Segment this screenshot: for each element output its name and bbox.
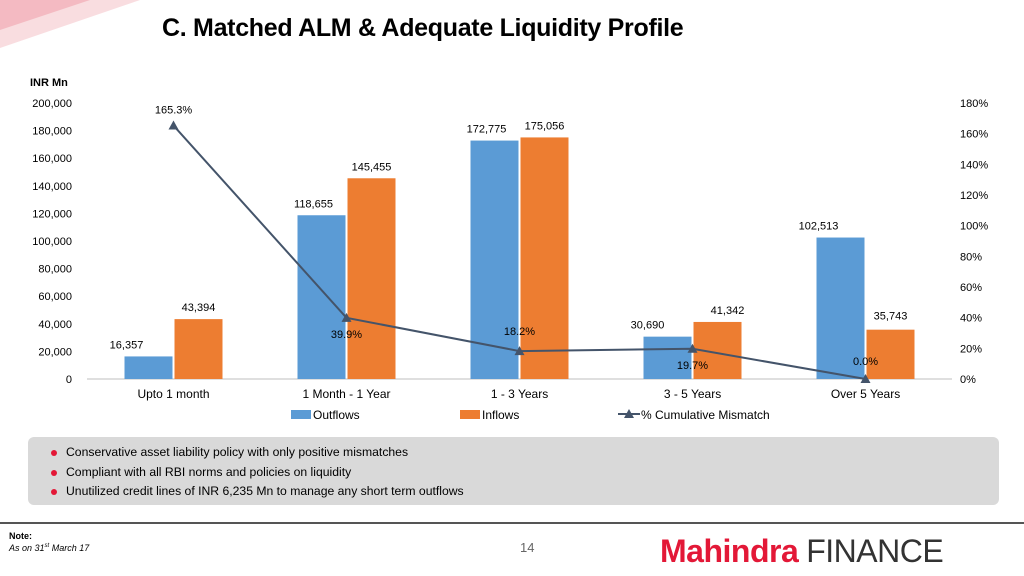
outflow-bar: [816, 237, 865, 379]
mismatch-point: [687, 343, 698, 353]
bullet-dot-icon: [51, 489, 57, 495]
inflow-bar: [866, 329, 915, 379]
y-right-tick-label: 140%: [960, 159, 988, 171]
y-right-tick-label: 120%: [960, 190, 988, 202]
y-left-tick-label: 180,000: [32, 126, 72, 138]
y-left-tick-label: 40,000: [38, 319, 72, 331]
legend-inflows-label: Inflows: [482, 408, 519, 422]
mismatch-data-label: 39.9%: [331, 329, 362, 341]
inflow-bar: [347, 178, 396, 379]
y-right-tick-label: 160%: [960, 129, 988, 141]
y-right-tick-label: 20%: [960, 343, 982, 355]
mismatch-point: [514, 346, 525, 356]
y-right-tick-label: 80%: [960, 251, 982, 263]
y-right-tick-label: 100%: [960, 221, 988, 233]
bullet-dot-icon: [51, 450, 57, 456]
key-point: Conservative asset liability policy with…: [51, 443, 999, 463]
note-label: Note:: [9, 531, 32, 541]
inflow-bar: [520, 137, 569, 379]
key-points-list: Conservative asset liability policy with…: [51, 443, 999, 502]
brand-logo-finance: FINANCE: [806, 533, 944, 569]
x-category-label: 1 - 3 Years: [491, 387, 548, 401]
outflow-data-label: 172,775: [467, 124, 507, 136]
y-left-tick-label: 200,000: [32, 98, 72, 110]
inflow-data-label: 145,455: [352, 161, 392, 173]
legend-line-label: % Cumulative Mismatch: [641, 408, 770, 422]
key-points-box: Conservative asset liability policy with…: [28, 437, 999, 505]
bullet-dot-icon: [51, 469, 57, 476]
legend-line-marker-icon: [624, 409, 634, 418]
key-point-text: Unutilized credit lines of INR 6,235 Mn …: [66, 484, 464, 498]
page-number: 14: [520, 540, 535, 555]
inflow-data-label: 35,743: [874, 311, 908, 323]
x-category-label: 3 - 5 Years: [664, 387, 721, 401]
mismatch-line: [172, 124, 866, 380]
outflow-bar: [297, 215, 346, 379]
x-category-label: Over 5 Years: [831, 387, 900, 401]
mismatch-point: [341, 312, 352, 322]
legend-outflows-label: Outflows: [313, 408, 360, 422]
y-left-tick-label: 0: [66, 374, 72, 386]
key-point-text: Compliant with all RBI norms and policie…: [66, 464, 352, 479]
outflow-data-label: 30,690: [631, 320, 665, 332]
outflow-data-label: 16,357: [110, 339, 144, 351]
outflow-data-label: 102,513: [799, 221, 839, 233]
slide-title: C. Matched ALM & Adequate Liquidity Prof…: [162, 14, 684, 42]
key-point: Compliant with all RBI norms and policie…: [51, 463, 999, 483]
y-left-tick-label: 80,000: [38, 264, 72, 276]
corner-decoration: [0, 0, 140, 48]
key-point-text: Conservative asset liability policy with…: [66, 445, 409, 459]
footer-divider: [0, 522, 1024, 524]
y-axis-unit-label: INR Mn: [30, 77, 68, 89]
alm-chart: INR Mn 0 20,000 40,000 60,000 80,000 100,000 12…: [30, 77, 988, 422]
x-category-label: Upto 1 month: [137, 387, 209, 401]
y-left-tick-label: 160,000: [32, 153, 72, 165]
mismatch-data-label: 0.0%: [853, 356, 878, 368]
outflow-bar: [124, 356, 173, 379]
brand-logo-mahindra: Mahindra: [660, 533, 799, 569]
mismatch-point: [168, 120, 179, 130]
legend-outflows-swatch: [291, 410, 311, 419]
inflow-data-label: 43,394: [182, 302, 216, 314]
legend-inflows-swatch: [460, 410, 480, 419]
y-left-tick-label: 140,000: [32, 181, 72, 193]
note-text: As on 31st March 17: [9, 543, 90, 553]
inflow-bar: [174, 319, 223, 379]
y-left-tick-label: 100,000: [32, 236, 72, 248]
y-right-tick-label: 40%: [960, 313, 982, 325]
outflow-bar: [470, 140, 519, 379]
y-right-tick-label: 180%: [960, 98, 988, 110]
inflow-data-label: 41,342: [711, 305, 745, 317]
inflow-data-label: 175,056: [525, 120, 565, 132]
y-right-tick-label: 0%: [960, 374, 976, 386]
key-point: Unutilized credit lines of INR 6,235 Mn …: [51, 482, 999, 502]
mismatch-point: [860, 374, 871, 383]
y-left-tick-label: 60,000: [38, 291, 72, 303]
mismatch-data-label: 18.2%: [504, 326, 535, 338]
y-left-tick-label: 20,000: [38, 346, 72, 358]
outflow-data-label: 118,655: [294, 198, 333, 210]
mismatch-data-label: 165.3%: [155, 105, 193, 117]
outflow-bar: [643, 336, 692, 379]
brand-logo: Mahindra FINANCE: [660, 529, 944, 569]
x-category-label: 1 Month - 1 Year: [302, 387, 390, 401]
mismatch-data-label: 19.7%: [677, 360, 708, 372]
y-right-tick-label: 60%: [960, 282, 982, 294]
y-left-tick-label: 120,000: [32, 208, 72, 220]
